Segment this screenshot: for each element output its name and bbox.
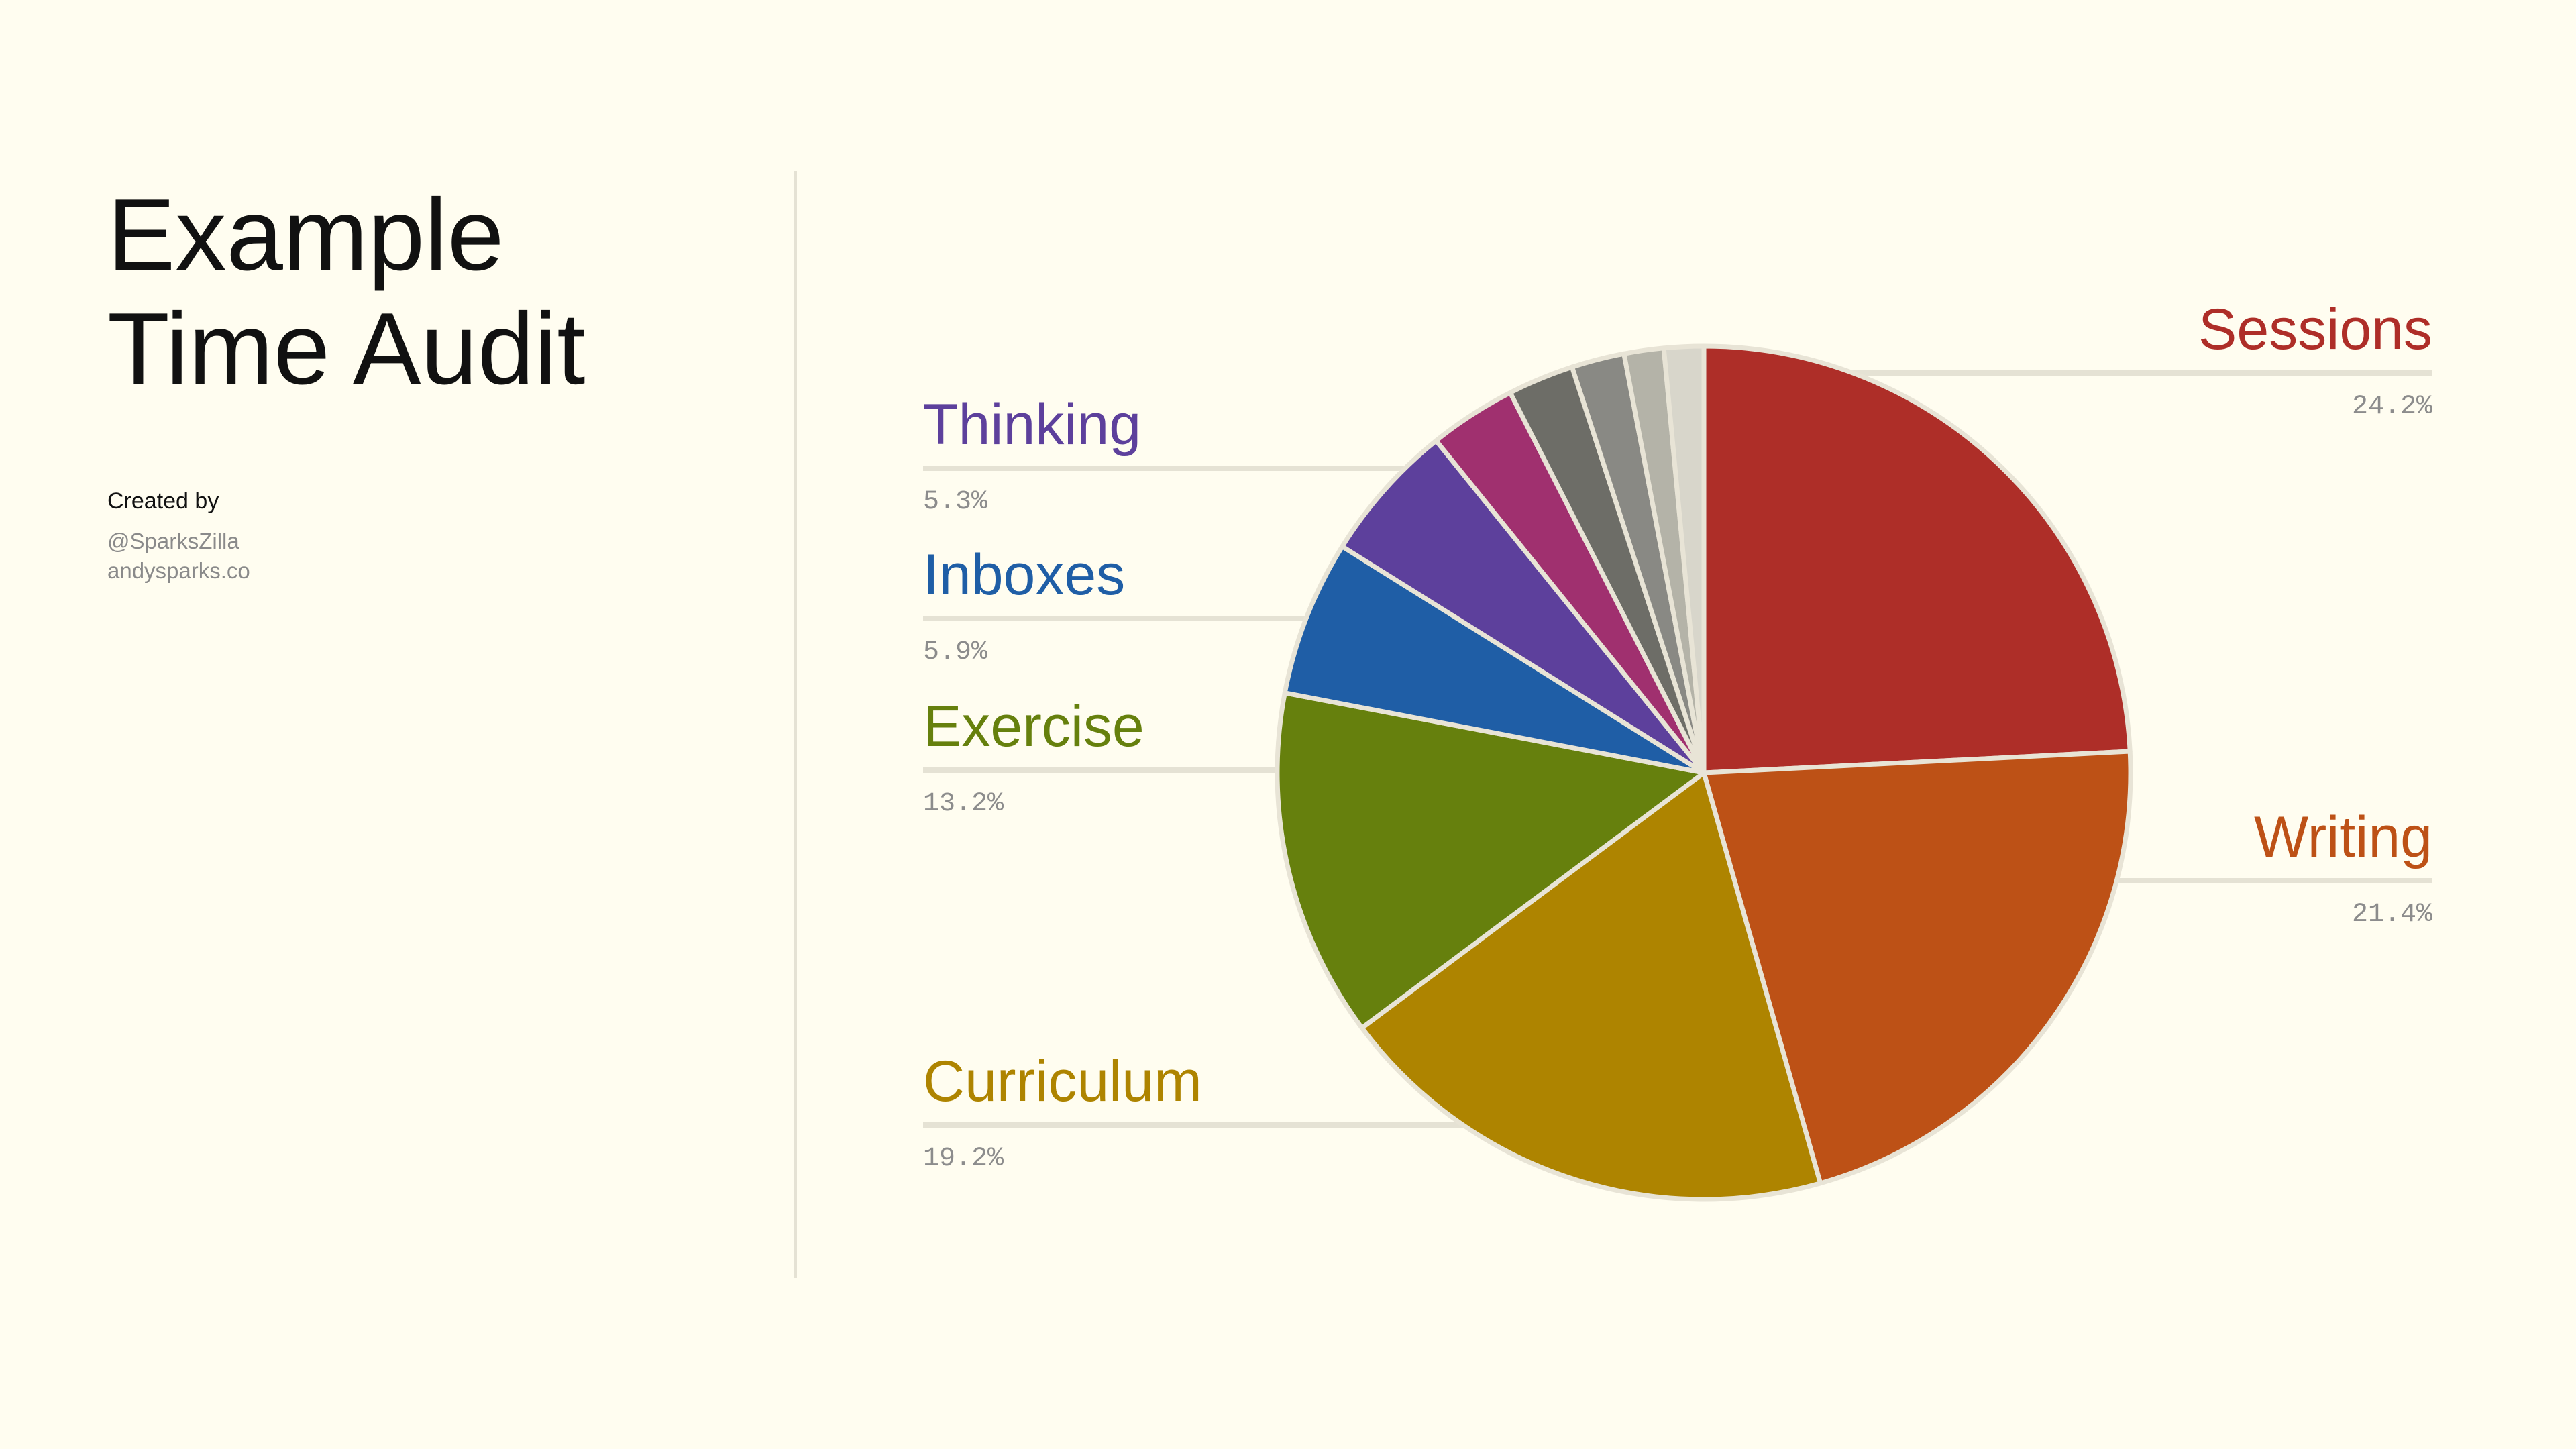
slice-percent-writing: 21.4% [2352,900,2433,930]
leader-lines [923,370,2432,1128]
credit-handle: @SparksZilla [107,529,239,553]
pie-slice-sessions [1701,343,2133,775]
pie-slice-curriculum [1359,770,1823,1202]
credit-heading: Created by [107,488,219,514]
slice-label-inboxes: Inboxes [923,543,1125,607]
title-line-2: Time Audit [107,292,586,406]
pie-slice-other-10 [1661,343,1707,775]
pie-slice-exercise [1275,690,1707,1030]
slice-percent-curriculum: 19.2% [923,1144,1004,1174]
slice-label-curriculum: Curriculum [923,1049,1202,1114]
slice-label-writing: Writing [2254,805,2432,869]
pie-slice-thinking [1340,438,1707,775]
slice-label-thinking: Thinking [923,392,1141,457]
pie-slice-writing [1701,749,2133,1186]
slice-labels: Sessions 24.2% Writing 21.4% Curriculum 19.2%… [923,297,2433,1174]
divider [794,171,797,1278]
page-title: Example Time Audit [107,178,585,406]
slice-percent-exercise: 13.2% [923,789,1004,819]
credit-site: andysparks.co [107,558,250,583]
pie-slices [1275,343,2133,1202]
slice-percent-thinking: 5.3% [923,487,988,517]
slice-label-sessions: Sessions [2198,297,2432,362]
pie-slice-inboxes [1282,544,1707,775]
title-panel: Example Time Audit Created by @SparksZil… [107,0,778,1449]
slice-percent-inboxes: 5.9% [923,637,988,667]
slice-percent-sessions: 24.2% [2352,392,2433,422]
slice-label-exercise: Exercise [923,694,1144,759]
title-line-1: Example [107,178,504,292]
